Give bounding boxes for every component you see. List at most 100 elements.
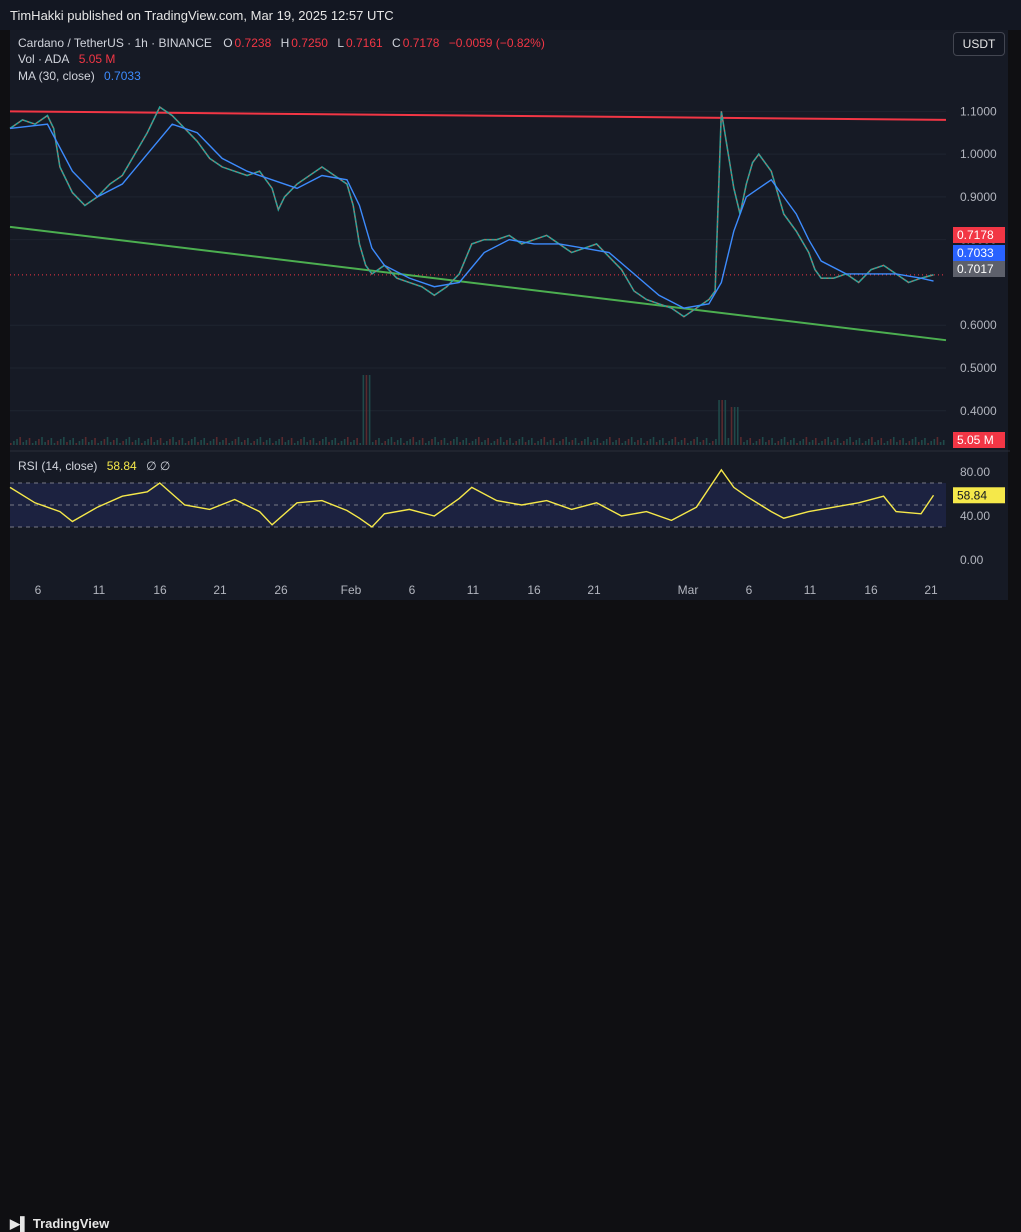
volume-bar [846,439,848,445]
volume-bar [911,439,914,445]
volume-bar [624,441,627,445]
volume-bar [290,438,293,445]
volume-bar [584,439,586,445]
volume-bar [799,441,801,445]
x-tick-label: 6 [409,583,416,597]
volume-bar [378,438,380,445]
support-trendline [9,225,947,342]
volume-bar [353,440,355,445]
volume-bar [905,443,908,445]
volume-bar [768,440,770,445]
currency-button[interactable]: USDT [953,32,1005,56]
volume-bar [275,441,277,445]
volume-bar [303,437,305,445]
volume-bar [868,439,870,445]
x-tick-label: 6 [35,583,42,597]
volume-bar [621,443,624,445]
volume-bar [56,441,59,445]
footer-brand: TradingView [32,1216,110,1231]
volume-bar [293,443,296,445]
volume-bar [225,438,227,445]
volume-bar [746,440,748,445]
volume-bar [63,437,65,445]
volume-bar [187,441,190,445]
volume-bar [662,438,664,445]
open-value: 0.7238 [234,36,272,50]
x-tick-label: 11 [804,583,817,597]
volume-bar [346,437,349,445]
volume-bar [724,400,727,445]
volume-bar [705,438,708,445]
symbol-label: Cardano / TetherUS · 1h · BINANCE [18,36,212,50]
volume-bar [765,442,767,445]
volume-bar [861,443,864,445]
volume-bar [325,437,327,445]
volume-bar [715,439,717,445]
volume-bar [178,440,181,445]
volume-bar [886,441,889,445]
volume-bar [761,437,764,445]
volume-bar [312,438,315,445]
publisher-text: TimHakki published on TradingView.com, M… [10,8,394,23]
volume-bar [721,400,723,445]
volume-bar [590,442,592,445]
volume-bar [359,443,362,445]
x-tick-label: 21 [924,583,938,597]
resistance-trendline [9,110,947,121]
volume-bar [793,438,795,445]
change-value: −0.0059 (−0.82%) [448,36,545,50]
volume-bar [400,438,402,445]
volume-bar [649,439,652,445]
volume-bar [134,440,137,445]
volume-bar [908,441,911,445]
volume-bar [247,438,249,445]
volume-bar [690,441,692,445]
price-badge [953,227,1005,243]
volume-bar [200,440,202,445]
volume-bar [802,439,805,445]
rsi-pane: 80.00 40.00 0.00 58.84 [9,450,1010,567]
low-label: L [337,36,344,50]
volume-bar [147,439,149,445]
volume-bar [652,437,655,445]
volume-bar [172,437,174,445]
volume-bar [131,442,134,445]
volume-bar [278,439,280,445]
volume-bar [827,437,830,445]
volume-bar [930,441,932,445]
volume-bar [783,437,786,445]
volume-bar [743,442,745,445]
volume-bar [665,443,667,445]
volume-bar [125,439,128,445]
ma-value: 0.7033 [104,69,141,83]
volume-bar [449,441,452,445]
volume-bar [565,437,567,445]
price-chart-svg[interactable]: 1.10001.00000.90000.80000.60000.50000.40… [0,0,1021,638]
volume-bar [736,407,739,445]
volume-bar [128,437,131,445]
rsi-tick-label: 80.00 [960,465,990,479]
x-tick-label: 26 [274,583,288,597]
volume-bar [917,442,920,445]
volume-bar [253,441,255,445]
volume-bar [877,440,879,445]
volume-bar [406,441,408,445]
volume-bar [927,443,929,445]
volume-bar [821,441,823,445]
volume-bar [496,439,499,445]
volume-bar [390,437,393,445]
volume-bar [883,443,886,445]
volume-bar [699,442,702,445]
volume-bar [75,443,78,445]
volume-label: Vol · ADA [18,52,70,66]
volume-bar [331,440,333,445]
volume-bar [215,437,218,445]
ma-label: MA (30, close) [18,69,95,83]
volume-bar [568,442,571,445]
price-line [9,105,934,318]
volume-bar [181,438,184,445]
volume-bar [577,443,580,445]
volume-bar [137,438,140,445]
volume-badge-label: 5.05 M [957,433,994,447]
volume-bar [605,439,608,445]
